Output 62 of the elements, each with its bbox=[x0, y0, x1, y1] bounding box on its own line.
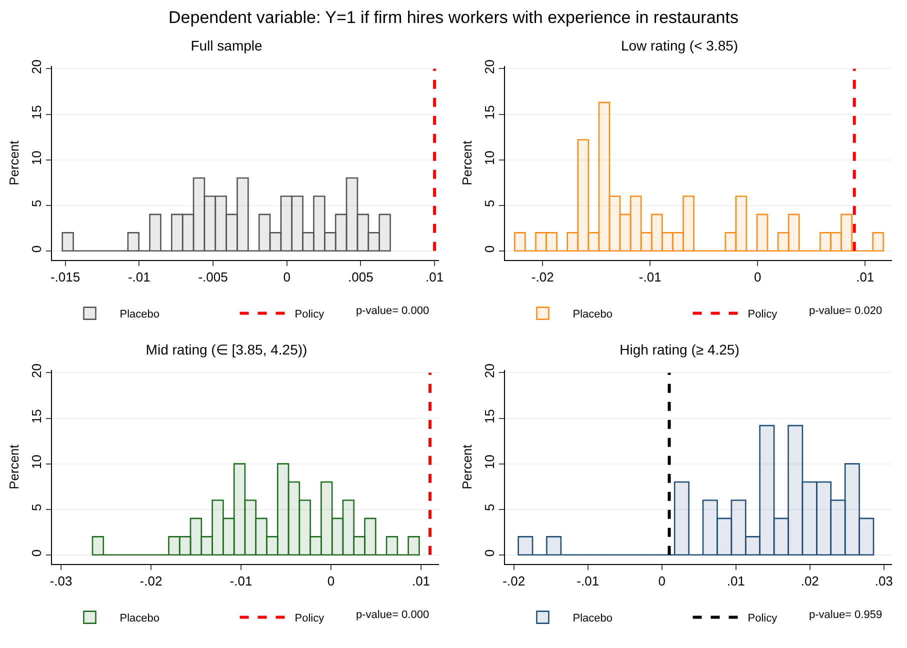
x-tick-label: -.01 bbox=[638, 270, 662, 285]
y-tick-label: 15 bbox=[28, 409, 44, 424]
y-tick-label: 10 bbox=[482, 454, 497, 470]
y-axis-title: Percent bbox=[460, 140, 475, 186]
y-axis-title: Percent bbox=[6, 140, 22, 186]
y-tick-label: 20 bbox=[28, 364, 44, 378]
y-tick-label: 20 bbox=[482, 60, 497, 74]
text: p-value= 0.959 bbox=[809, 609, 882, 621]
y-tick-label: 10 bbox=[482, 150, 497, 166]
y-tick-label: 5 bbox=[482, 200, 497, 208]
chart-title: High rating (≥ 4.25) bbox=[620, 341, 740, 358]
x-tick-label: -.01 bbox=[128, 270, 150, 285]
x-tick-label: .01 bbox=[856, 270, 874, 285]
legend-label: Policy bbox=[294, 612, 325, 625]
x-tick-label: .01 bbox=[412, 574, 430, 589]
y-tick-label: 10 bbox=[28, 454, 44, 470]
y-axis-title: Percent bbox=[6, 444, 22, 490]
text: p-value= 0.000 bbox=[356, 609, 430, 621]
y-tick-label: 0 bbox=[28, 245, 44, 253]
y-tick-label: 15 bbox=[482, 105, 497, 120]
x-tick-label: -.02 bbox=[531, 270, 554, 285]
y-tick-label: 0 bbox=[28, 549, 44, 557]
y-tick-label: 15 bbox=[482, 409, 497, 424]
y-tick-label: 10 bbox=[28, 150, 44, 166]
x-tick-label: 0 bbox=[658, 574, 666, 589]
x-tick-label: -.02 bbox=[502, 574, 526, 589]
y-tick-label: 20 bbox=[28, 60, 44, 74]
legend-label: Placebo bbox=[572, 612, 613, 625]
y-tick-label: 5 bbox=[28, 504, 44, 512]
text: Dependent variable: Y=1 if firm hires workers with experience in restaurants bbox=[168, 7, 740, 29]
x-tick-label: -.02 bbox=[140, 574, 162, 589]
text: p-value= 0.000 bbox=[356, 305, 430, 317]
x-tick-label: -.015 bbox=[50, 270, 80, 285]
x-tick-label: -.005 bbox=[198, 270, 228, 285]
y-tick-label: 0 bbox=[482, 245, 497, 253]
y-tick-label: 5 bbox=[28, 200, 44, 208]
x-tick-label: 0 bbox=[327, 574, 335, 589]
chart-title: Mid rating (∈ [3.85, 4.25)) bbox=[146, 341, 308, 358]
x-tick-label: 0 bbox=[283, 270, 290, 285]
chart-title: Low rating (< 3.85) bbox=[620, 37, 738, 54]
legend-label: Placebo bbox=[120, 612, 160, 625]
x-tick-label: .01 bbox=[726, 574, 745, 589]
y-tick-label: 15 bbox=[28, 105, 44, 120]
x-tick-label: 0 bbox=[754, 270, 762, 285]
y-tick-label: 0 bbox=[482, 549, 497, 557]
legend-label: Policy bbox=[748, 612, 778, 625]
chart-title: Full sample bbox=[190, 37, 262, 54]
x-tick-label: .01 bbox=[426, 270, 444, 285]
y-tick-label: 5 bbox=[482, 504, 497, 512]
x-tick-label: -.01 bbox=[576, 574, 600, 589]
y-axis-title: Percent bbox=[460, 444, 475, 490]
legend-label: Placebo bbox=[572, 308, 613, 321]
x-tick-label: .005 bbox=[348, 270, 374, 285]
x-tick-label: .02 bbox=[800, 574, 819, 589]
text: p-value= 0.020 bbox=[809, 305, 882, 317]
legend-label: Placebo bbox=[120, 308, 160, 321]
legend-label: Policy bbox=[294, 308, 325, 321]
x-tick-label: -.01 bbox=[230, 574, 252, 589]
y-tick-label: 20 bbox=[482, 364, 497, 378]
legend-label: Policy bbox=[748, 308, 778, 321]
x-tick-label: .03 bbox=[874, 574, 893, 589]
x-tick-label: -.03 bbox=[50, 574, 72, 589]
